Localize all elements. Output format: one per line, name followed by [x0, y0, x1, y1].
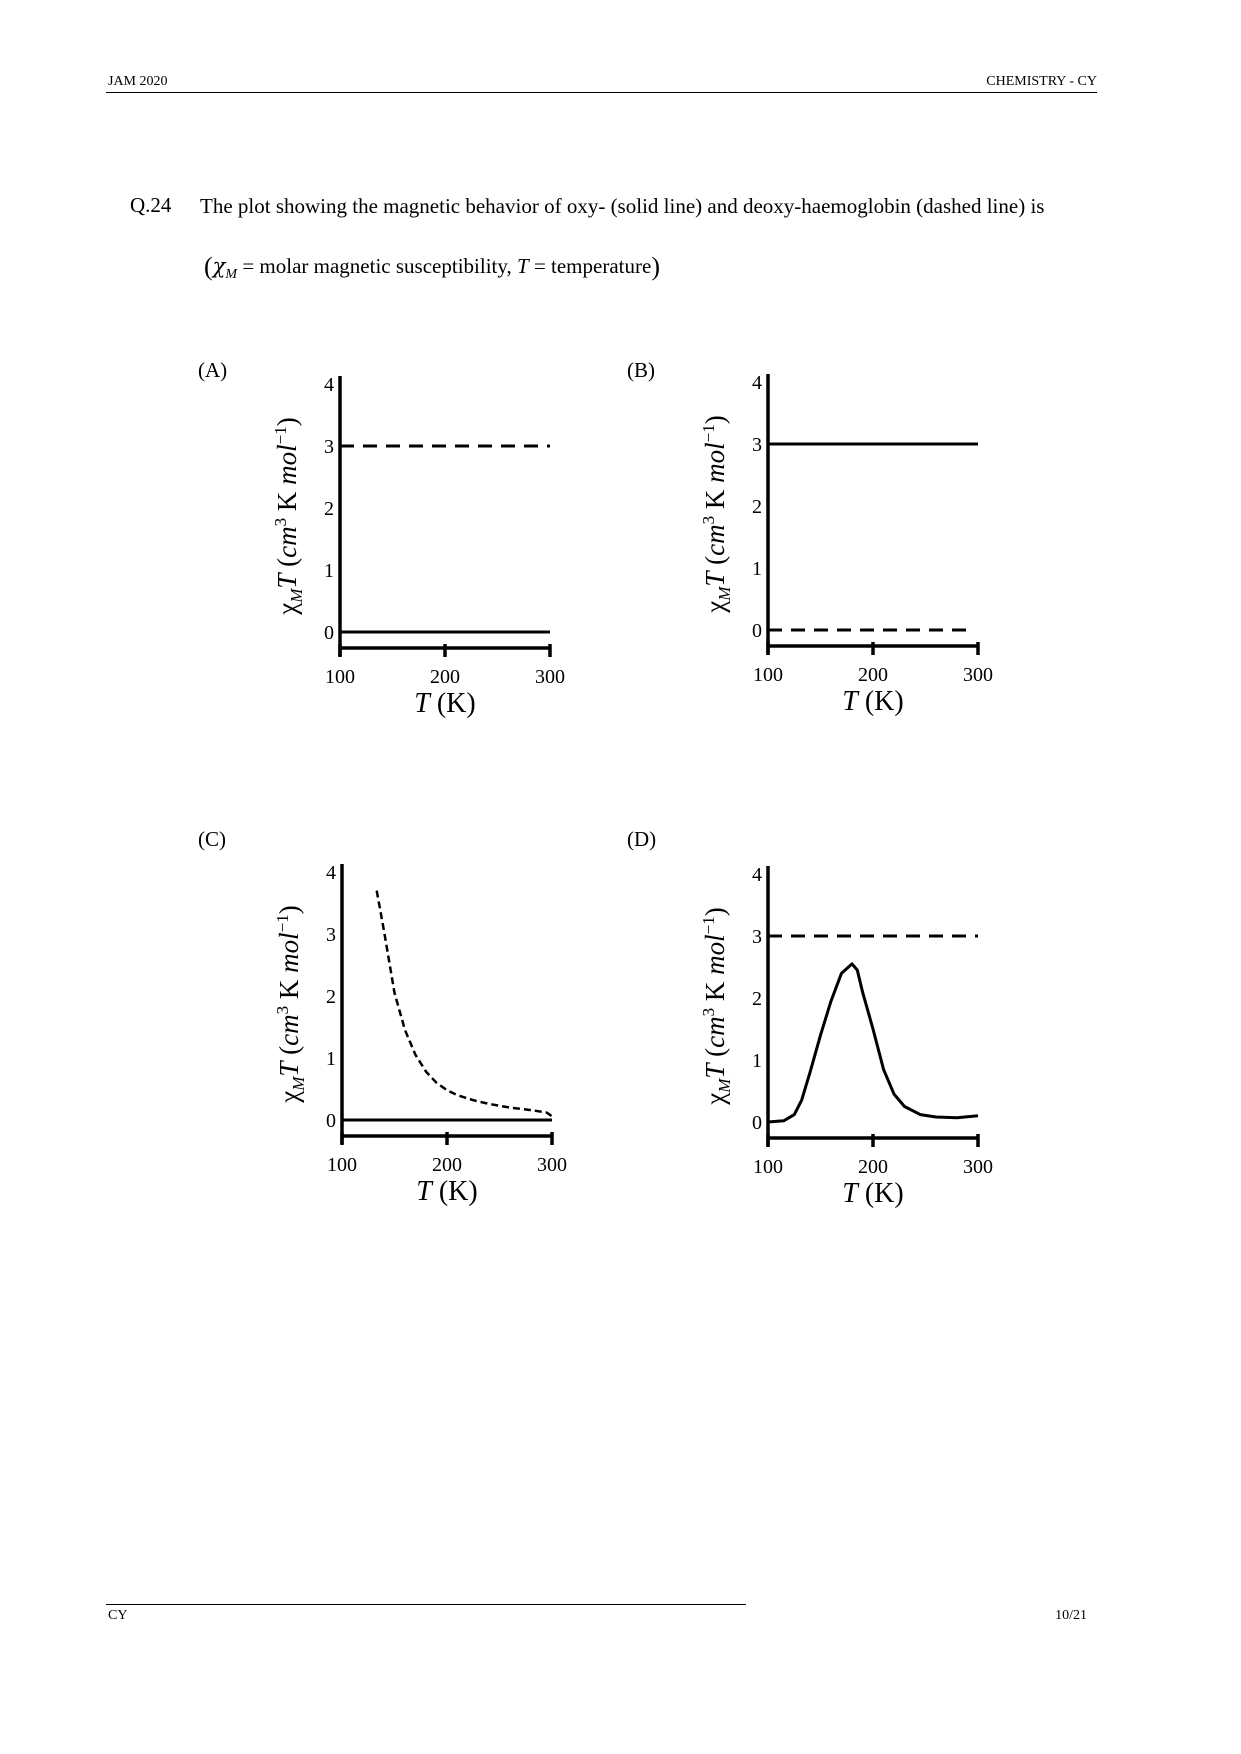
x-tick-label: 100 — [327, 1154, 357, 1176]
option-c-label: (C) — [198, 827, 226, 851]
chi-symbol: χ — [212, 254, 226, 278]
y-axis-label: χMT (cm3 K mol−1) — [273, 905, 308, 1104]
question-definition: (χM = molar magnetic susceptibility, T =… — [204, 252, 660, 283]
option-a-label: (A) — [198, 358, 228, 382]
x-tick-label: 200 — [858, 1156, 888, 1178]
y-tick-label: 4 — [326, 862, 336, 884]
x-tick-label: 300 — [535, 666, 565, 688]
plot-a: 100 200 300 0 1 2 3 4 T (K) χMT (cm3 K mol−1) — [271, 374, 565, 719]
solid-series-oxy-haemoglobin — [767, 962, 979, 1124]
x-tick-label: 300 — [963, 1156, 993, 1178]
page-number: 10/21 — [1055, 1608, 1087, 1623]
y-tick-label: 3 — [324, 436, 334, 458]
option-b-label: (B) — [627, 358, 655, 382]
chi-description: = molar magnetic susceptibility, — [237, 254, 517, 278]
x-tick-label: 200 — [858, 664, 888, 686]
header-subject: CHEMISTRY - CY — [986, 74, 1097, 89]
y-axis-label: χMT (cm3 K mol−1) — [271, 417, 306, 616]
plot-d: 100 200 300 0 1 2 3 4 T (K) χMT (cm3 K mol−1) — [699, 864, 993, 1209]
x-tick-label: 100 — [753, 1156, 783, 1178]
x-tick-label: 200 — [430, 666, 460, 688]
y-tick-label: 2 — [324, 498, 334, 520]
header-rule — [106, 92, 1097, 93]
dashed-series-deoxy-haemoglobin — [375, 890, 553, 1118]
x-axis-label: T (K) — [414, 688, 475, 719]
x-axis-label: T (K) — [842, 686, 903, 717]
x-tick-label: 300 — [537, 1154, 567, 1176]
y-tick-label: 0 — [752, 620, 762, 642]
x-axis-label: T (K) — [842, 1178, 903, 1209]
y-tick-label: 3 — [326, 924, 336, 946]
y-tick-label: 1 — [326, 1048, 336, 1070]
y-tick-label: 3 — [752, 926, 762, 948]
option-d-label: (D) — [627, 827, 657, 851]
x-tick-label: 300 — [963, 664, 993, 686]
footer-code: CY — [108, 1608, 128, 1623]
temp-description: = temperature — [528, 254, 652, 278]
x-tick-label: 100 — [753, 664, 783, 686]
y-tick-label: 1 — [752, 1050, 762, 1072]
x-axis-label: T (K) — [416, 1176, 477, 1207]
y-axis-label: χMT (cm3 K mol−1) — [699, 415, 734, 614]
temp-symbol: T — [517, 254, 529, 278]
y-tick-label: 4 — [752, 864, 762, 886]
x-tick-label: 100 — [325, 666, 355, 688]
footer-rule — [106, 1604, 746, 1605]
y-tick-label: 4 — [324, 374, 334, 396]
chi-subscript: M — [225, 267, 238, 283]
plot-b: 100 200 300 0 1 2 3 4 T (K) χMT (cm3 K mol−1) — [699, 372, 993, 717]
y-axis-label: χMT (cm3 K mol−1) — [699, 907, 734, 1106]
y-tick-label: 0 — [326, 1110, 336, 1132]
y-tick-label: 3 — [752, 434, 762, 456]
question-number: Q.24 — [130, 193, 172, 217]
x-tick-label: 200 — [432, 1154, 462, 1176]
y-tick-label: 2 — [752, 496, 762, 518]
y-tick-label: 4 — [752, 372, 762, 394]
y-tick-label: 2 — [326, 986, 336, 1008]
y-tick-label: 1 — [324, 560, 334, 582]
y-tick-label: 2 — [752, 988, 762, 1010]
y-tick-label: 0 — [752, 1112, 762, 1134]
header-exam: JAM 2020 — [108, 74, 168, 89]
y-tick-label: 0 — [324, 622, 334, 644]
y-tick-label: 1 — [752, 558, 762, 580]
question-text: The plot showing the magnetic behavior o… — [200, 194, 1045, 218]
plot-c: 100 200 300 0 1 2 3 4 T (K) χMT (cm3 K mol−1) — [273, 862, 567, 1207]
